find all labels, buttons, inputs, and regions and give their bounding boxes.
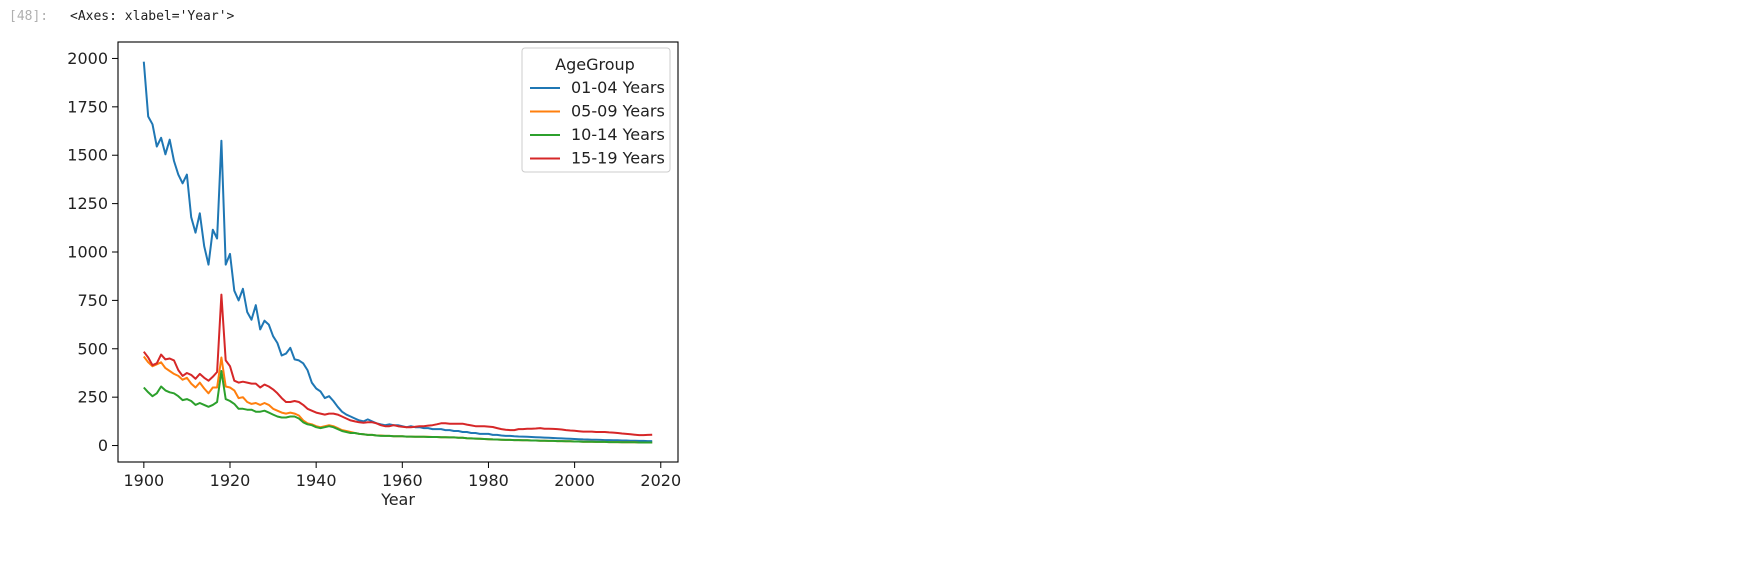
y-tick-label: 1750 (67, 97, 108, 116)
y-tick-label: 1250 (67, 194, 108, 213)
y-tick-label: 250 (77, 388, 108, 407)
x-tick-label: 2000 (554, 471, 595, 490)
x-tick-label: 1900 (123, 471, 164, 490)
y-tick-label: 2000 (67, 49, 108, 68)
legend: AgeGroup 01-04 Years 05-09 Years 10-14 Year… (521, 47, 671, 173)
x-tick-label: 2020 (640, 471, 681, 490)
x-tick-label: 1940 (296, 471, 337, 490)
legend-entry-label: 01-04 Years (571, 78, 665, 97)
legend-title: AgeGroup (555, 55, 635, 74)
y-tick-label: 1000 (67, 243, 108, 262)
legend-entry-label: 15-19 Years (571, 149, 665, 168)
x-tick-label: 1960 (382, 471, 423, 490)
cell-output-text: <Axes: xlabel='Year'> (70, 9, 235, 24)
x-axis-label: Year (380, 490, 415, 509)
legend-entry-label: 10-14 Years (571, 125, 665, 144)
y-tick-label: 500 (77, 339, 108, 358)
line-chart: 1900 1920 1940 1960 1980 2000 2020 0 250 500 750 1… (67, 41, 681, 509)
legend-entry-label: 05-09 Years (571, 102, 665, 121)
series-line-4 (143, 293, 653, 437)
y-tick-label: 750 (77, 291, 108, 310)
x-tick-label: 1980 (468, 471, 509, 490)
cell-prompt: [48]: (9, 9, 49, 24)
x-tick-label: 1920 (210, 471, 251, 490)
x-axis-ticks: 1900 1920 1940 1960 1980 2000 2020 (123, 462, 681, 490)
y-tick-label: 1500 (67, 146, 108, 165)
series-line-2 (143, 355, 653, 444)
legend-box (521, 47, 671, 173)
y-axis-ticks: 0 250 500 750 1000 1250 1500 1750 2000 (67, 49, 118, 455)
y-tick-label: 0 (98, 436, 108, 455)
series-line-3 (143, 370, 653, 444)
